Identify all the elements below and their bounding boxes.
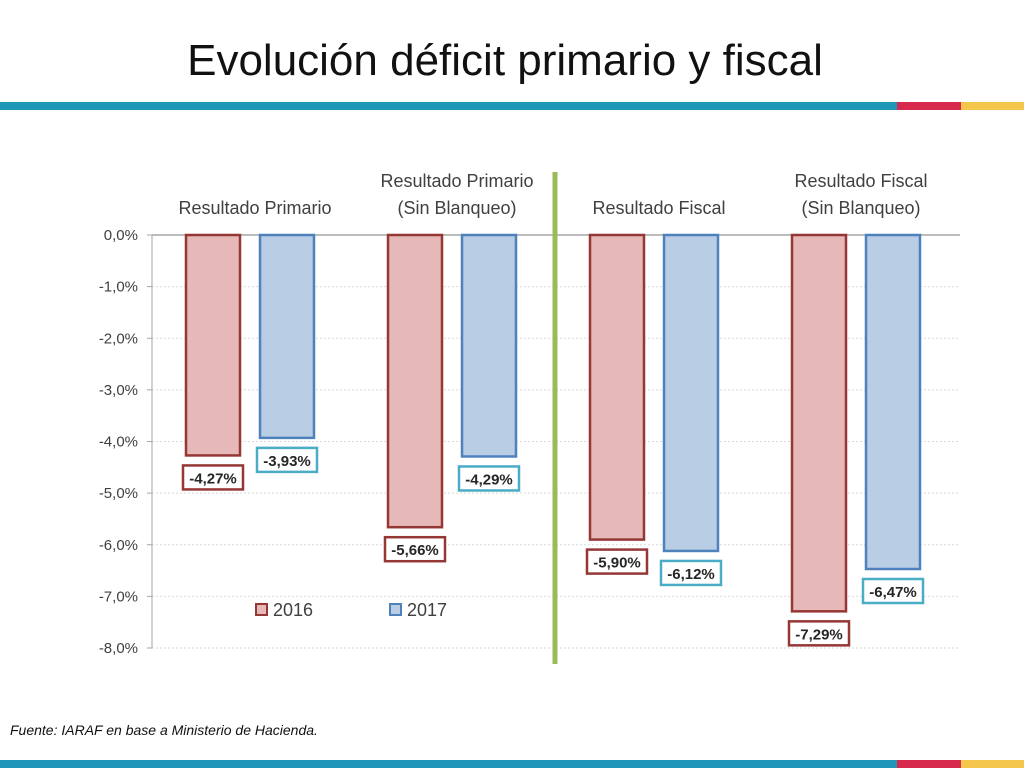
y-tick-label: -3,0%: [99, 382, 138, 399]
bar-2016: [184, 233, 242, 457]
category-label: (Sin Blanqueo): [801, 198, 920, 218]
category-label: Resultado Primario: [178, 198, 331, 218]
data-label: -3,93%: [263, 453, 311, 470]
data-label: -7,29%: [795, 626, 843, 643]
legend-label-2017: 2017: [407, 600, 447, 620]
data-label: -6,12%: [667, 566, 715, 583]
data-label-box: [383, 535, 447, 563]
bar-2016: [386, 233, 444, 529]
y-tick-label: -2,0%: [99, 330, 138, 347]
bar-2016: [790, 233, 848, 613]
y-tick-label: -4,0%: [99, 434, 138, 451]
bar-2017: [460, 233, 518, 458]
legend-label-2016: 2016: [273, 600, 313, 620]
data-label-box: [787, 620, 851, 647]
bar-2016: [588, 233, 646, 541]
top-accent-bar: [0, 102, 1024, 110]
bar-2017: [864, 233, 922, 571]
y-tick-label: -7,0%: [99, 588, 138, 605]
slide-title: Evolución déficit primario y fiscal: [187, 36, 823, 85]
y-tick-label: 0,0%: [104, 227, 138, 244]
y-tick-label: -1,0%: [99, 279, 138, 296]
category-label: Resultado Primario: [380, 171, 533, 191]
bottom-bar-yellow: [961, 760, 1024, 768]
bottom-bar-teal: [0, 760, 897, 768]
data-label: -5,90%: [593, 555, 641, 572]
category-label: (Sin Blanqueo): [397, 198, 516, 218]
bar-2017: [662, 233, 720, 553]
top-bar-teal: [0, 102, 897, 110]
data-label-box: [659, 559, 723, 587]
bar-2017: [258, 233, 316, 440]
category-label: Resultado Fiscal: [592, 198, 725, 218]
data-label-box: [255, 446, 319, 474]
data-label: -4,27%: [189, 470, 237, 487]
data-label-box: [585, 548, 649, 575]
bottom-accent-bar: [0, 760, 1024, 768]
legend-swatch-2016: [255, 603, 268, 616]
data-label-box: [861, 577, 925, 605]
legend-swatch-2017: [389, 603, 402, 616]
y-tick-label: -8,0%: [99, 640, 138, 657]
y-tick-label: -6,0%: [99, 537, 138, 554]
data-label: -6,47%: [869, 584, 917, 601]
source-note: Fuente: IARAF en base a Ministerio de Ha…: [10, 722, 318, 738]
bar-chart: 0,0% -1,0% -2,0% -3,0% -4,0% -5,0% -6,0% -7,0% -…: [99, 171, 960, 664]
top-bar-red: [897, 102, 961, 110]
category-label: Resultado Fiscal: [794, 171, 927, 191]
data-label: -4,29%: [465, 471, 513, 488]
data-label-box: [181, 464, 245, 491]
data-label: -5,66%: [391, 542, 439, 559]
bottom-bar-red: [897, 760, 961, 768]
y-tick-label: -5,0%: [99, 485, 138, 502]
top-bar-yellow: [961, 102, 1024, 110]
data-label-box: [457, 465, 521, 492]
